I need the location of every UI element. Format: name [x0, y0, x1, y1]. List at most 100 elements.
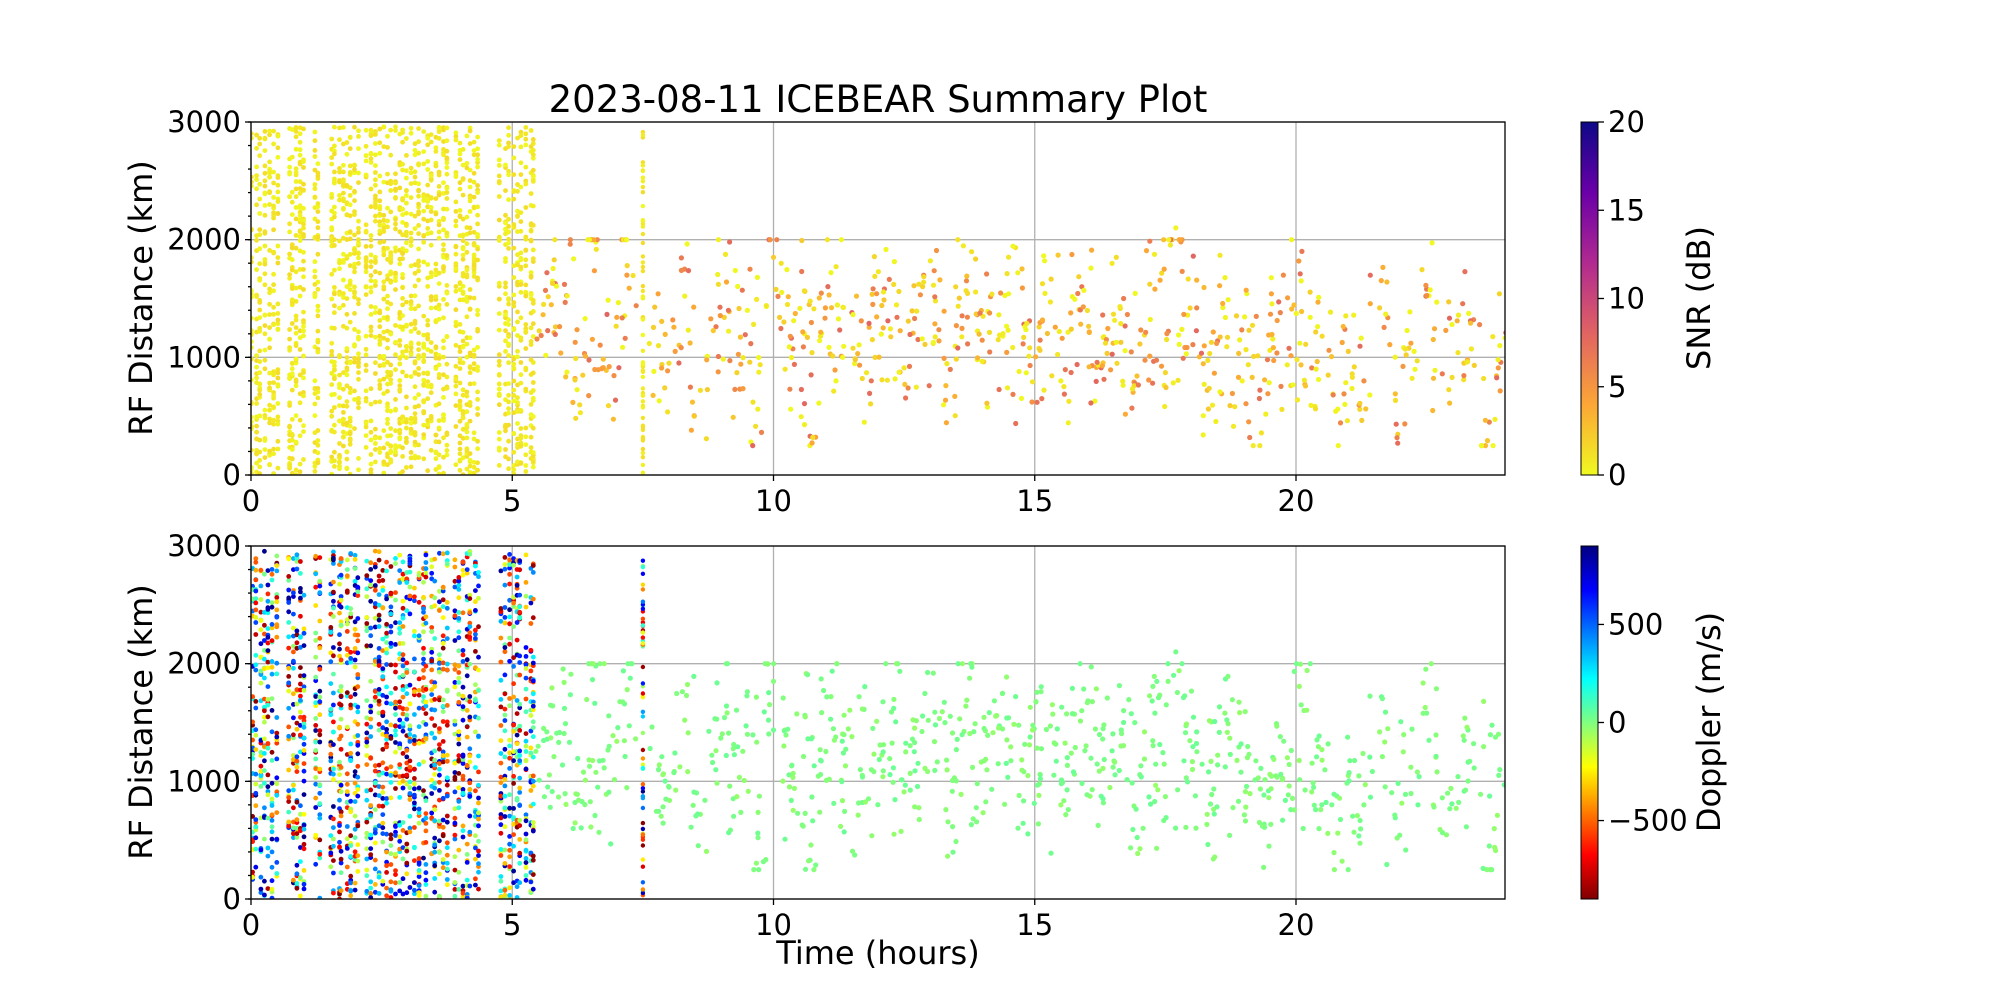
scatter-point: [432, 780, 438, 786]
scatter-point: [400, 559, 406, 565]
scatter-point: [331, 858, 336, 863]
scatter-point: [517, 748, 523, 754]
scatter-point: [400, 256, 405, 262]
scatter-point: [540, 312, 546, 318]
scatter-point: [1270, 345, 1276, 351]
scatter-point: [523, 837, 529, 843]
scatter-point: [437, 550, 442, 556]
scatter-point: [432, 748, 438, 754]
scatter-point: [436, 125, 442, 131]
scatter-point: [473, 882, 478, 888]
scatter-point: [640, 386, 646, 391]
scatter-point: [1335, 443, 1341, 449]
scatter-point: [1120, 378, 1126, 384]
scatter-point: [407, 791, 413, 796]
scatter-point: [416, 366, 421, 371]
scatter-point: [941, 355, 947, 361]
scatter-point: [291, 732, 296, 738]
scatter-point: [384, 559, 389, 565]
scatter-point: [460, 828, 466, 834]
scatter-point: [1055, 252, 1061, 258]
scatter-point: [640, 374, 646, 380]
scatter-point: [530, 857, 536, 863]
scatter-point: [1312, 406, 1319, 412]
scatter-point: [432, 849, 438, 855]
scatter-point: [444, 206, 450, 212]
scatter-point: [257, 277, 263, 283]
scatter-point: [1404, 327, 1410, 334]
scatter-point: [1343, 380, 1349, 386]
scatter-point: [518, 461, 524, 466]
scatter-point: [352, 162, 357, 168]
scatter-point: [397, 338, 403, 343]
scatter-point: [515, 348, 520, 354]
scatter-point: [476, 886, 481, 892]
scatter-point: [393, 723, 398, 729]
scatter-point: [640, 224, 646, 229]
scatter-point: [315, 201, 321, 207]
scatter-point: [452, 608, 458, 614]
scatter-point: [460, 426, 466, 432]
scatter-point: [301, 287, 306, 292]
scatter-point: [344, 824, 350, 829]
scatter-point: [460, 787, 466, 792]
scatter-point: [640, 260, 646, 265]
scatter-point: [347, 431, 353, 437]
scatter-point: [267, 202, 272, 207]
scatter-point: [265, 772, 271, 778]
scatter-point: [453, 319, 459, 325]
scatter-point: [437, 599, 442, 605]
scatter-point: [267, 380, 272, 386]
scatter-point: [258, 672, 264, 677]
scatter-point: [412, 880, 417, 885]
scatter-point: [400, 576, 406, 582]
scatter-point: [425, 193, 431, 199]
scatter-point: [452, 777, 458, 782]
scatter-point: [313, 654, 319, 660]
scatter-point: [368, 598, 374, 604]
scatter-point: [457, 151, 463, 157]
scatter-point: [400, 251, 405, 256]
scatter-point: [380, 588, 386, 593]
scatter-point: [253, 615, 259, 620]
scatter-point: [341, 443, 346, 449]
scatter-point: [262, 638, 267, 643]
scatter-point: [297, 161, 303, 167]
scatter-point: [388, 836, 394, 842]
scatter-point: [826, 292, 832, 298]
scatter-point: [1179, 268, 1185, 274]
scatter-point: [476, 782, 481, 788]
scatter-point: [355, 672, 361, 677]
scatter-point: [530, 570, 536, 575]
scatter-point: [496, 430, 502, 435]
scatter-point: [475, 232, 480, 237]
scatter-point: [286, 556, 292, 562]
scatter-point: [444, 661, 450, 667]
scatter-point: [530, 734, 536, 740]
scatter-point: [1257, 443, 1263, 449]
scatter-point: [253, 727, 259, 733]
scatter-point: [364, 743, 370, 749]
scatter-point: [518, 372, 524, 378]
scatter-point: [460, 823, 466, 829]
scatter-point: [874, 291, 880, 297]
scatter-point: [352, 626, 358, 632]
scatter-point: [518, 289, 524, 295]
scatter-point: [464, 877, 470, 883]
scatter-point: [582, 353, 589, 359]
scatter-point: [388, 591, 394, 597]
scatter-point: [473, 682, 478, 688]
scatter-point: [297, 190, 303, 196]
scatter-point: [388, 152, 394, 158]
scatter-point: [393, 180, 398, 186]
scatter-point: [404, 465, 409, 470]
scatter-point: [428, 294, 434, 300]
scatter-point: [291, 649, 296, 655]
scatter-point: [437, 726, 442, 731]
scatter-point: [467, 463, 473, 469]
scatter-point: [400, 275, 405, 281]
scatter-point: [987, 349, 993, 355]
scatter-point: [347, 287, 353, 292]
scatter-point: [421, 855, 426, 861]
scatter-point: [251, 694, 255, 699]
